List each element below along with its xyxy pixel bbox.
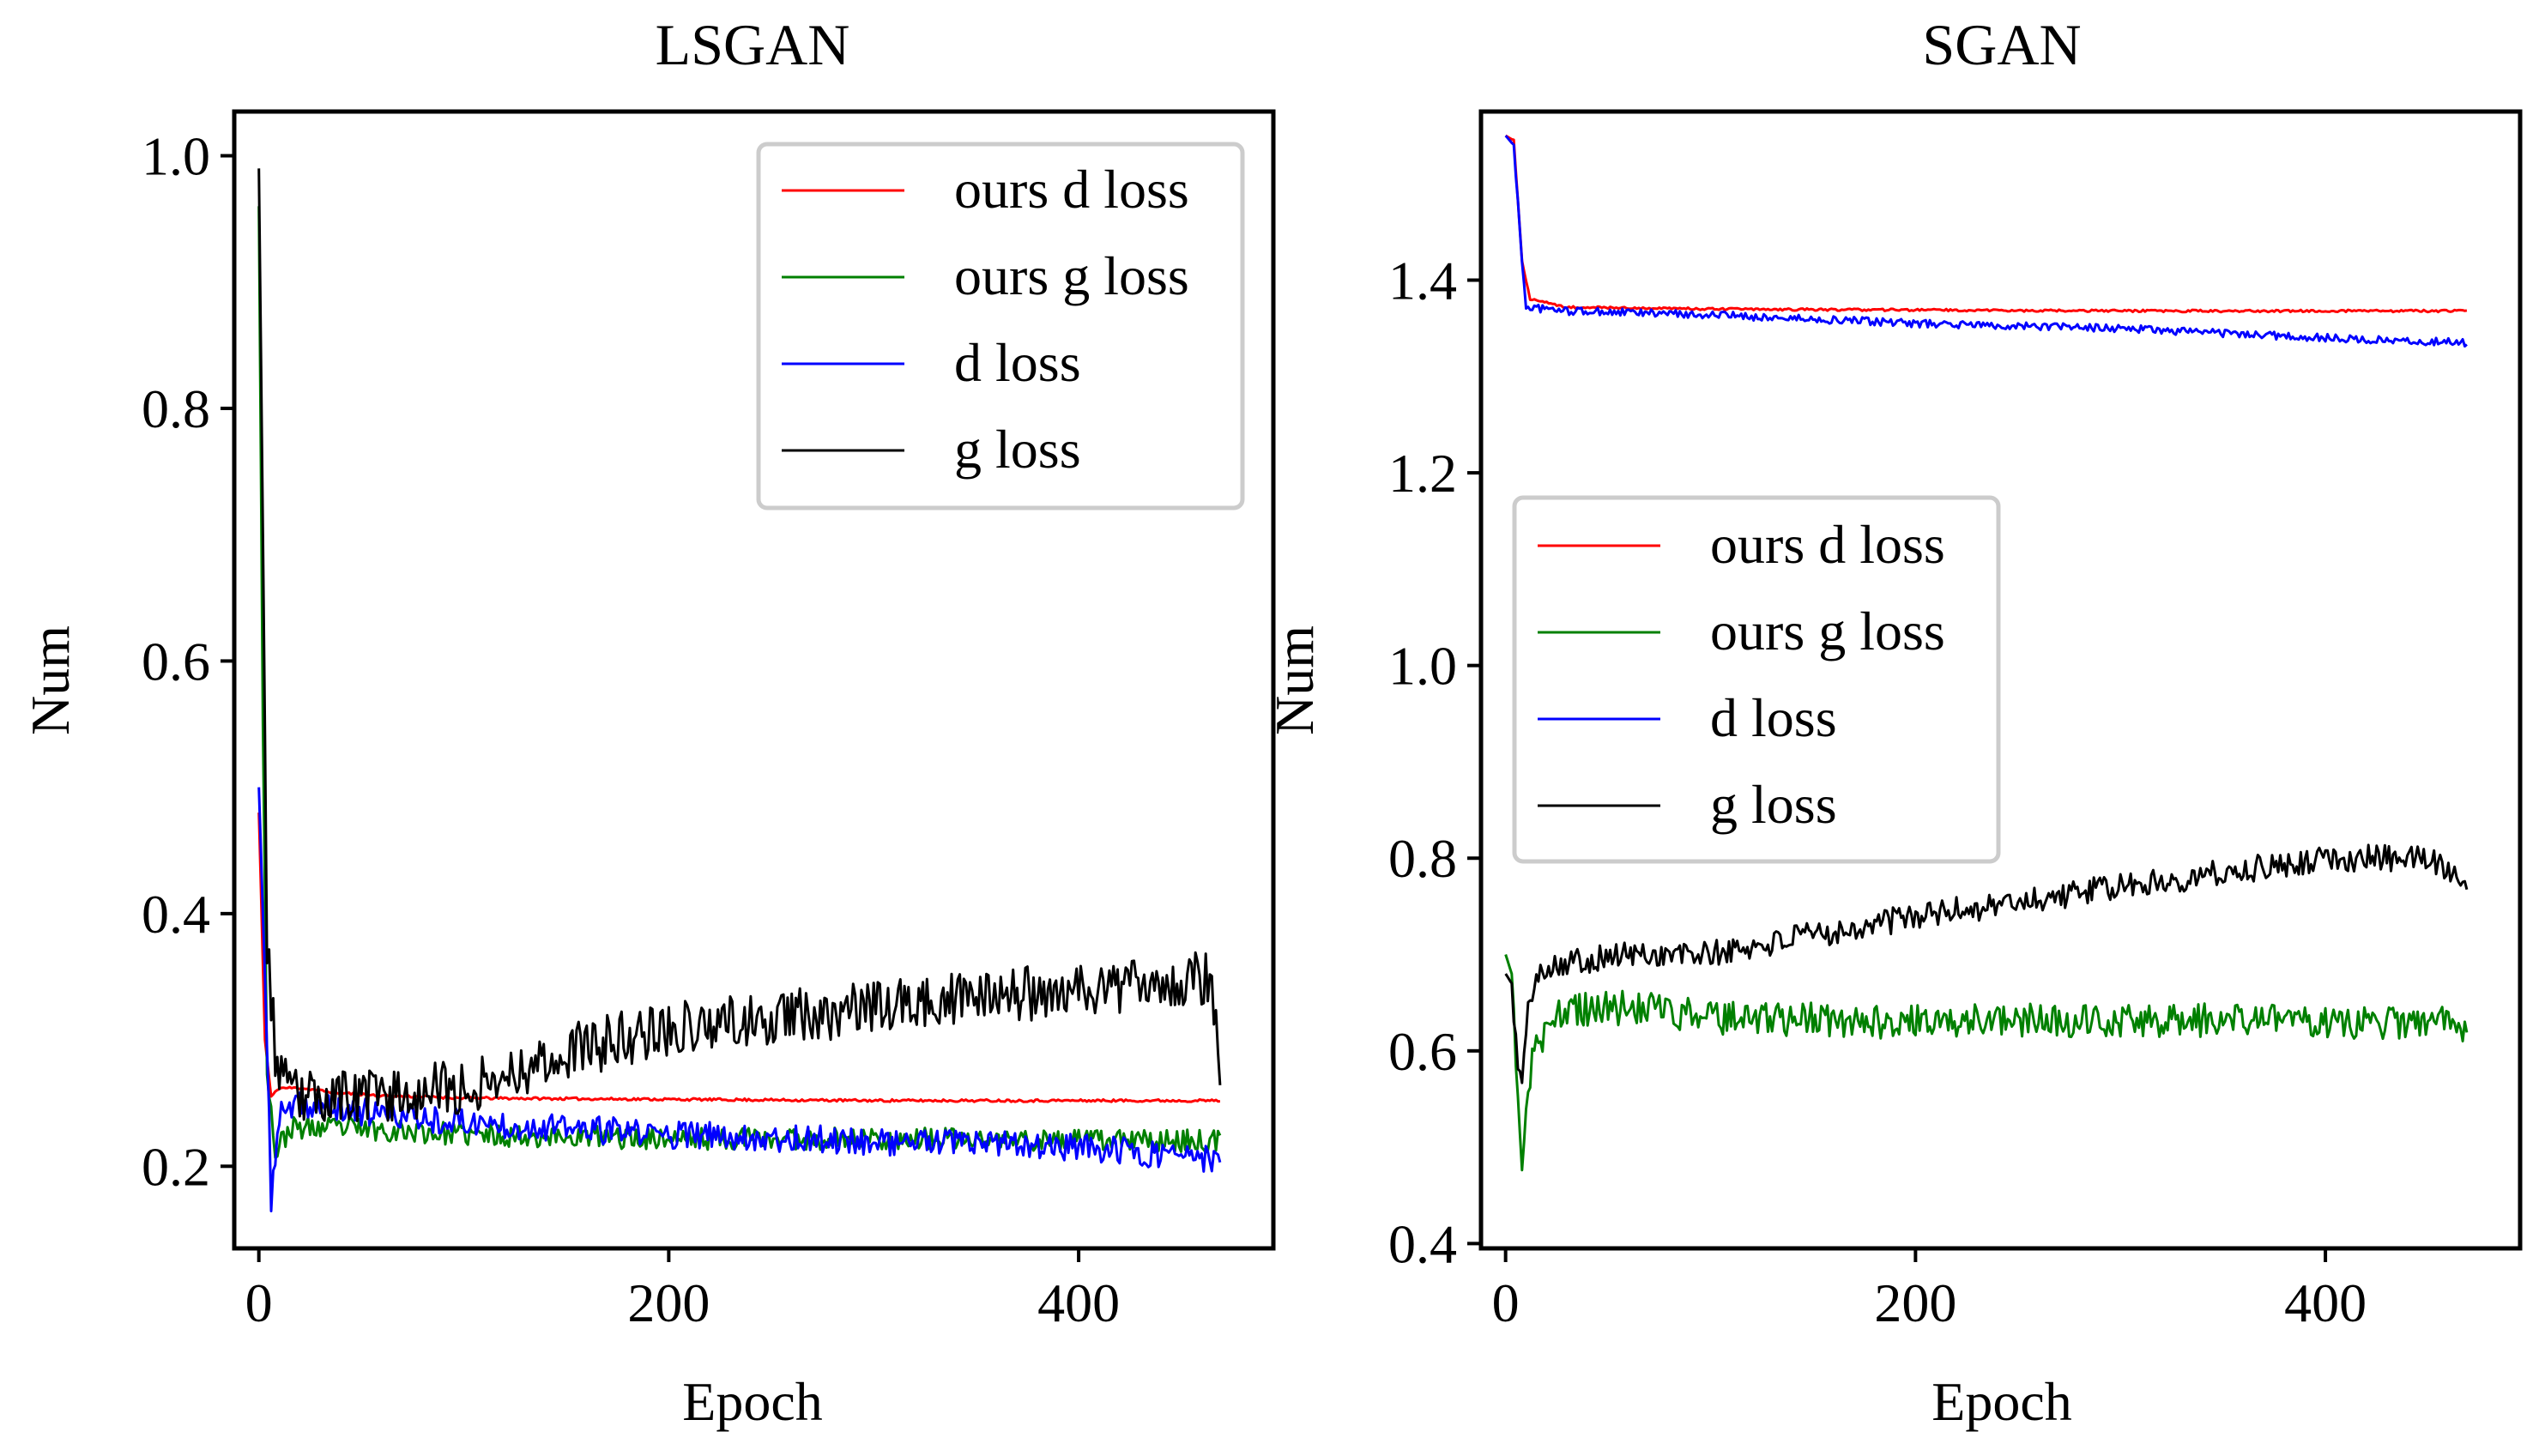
y-axis-ticks: 0.2 0.4 0.6 0.8 1.0 <box>142 126 234 1197</box>
x-axis-ticks: 0 200 400 <box>1492 1248 2367 1333</box>
legend-entry: ours g loss <box>1538 601 1945 662</box>
y-tick-label: 0.6 <box>142 631 210 692</box>
chart-title: LSGAN <box>656 12 850 77</box>
x-tick-label: 0 <box>245 1272 273 1333</box>
y-tick-label: 0.2 <box>142 1136 210 1197</box>
legend: ours d loss ours g loss d loss g loss <box>756 142 1245 511</box>
y-tick-label: 1.0 <box>142 126 210 187</box>
legend-entry: ours g loss <box>782 245 1189 306</box>
legend-entry: d loss <box>782 332 1081 393</box>
legend-box <box>756 142 1245 511</box>
series-lines <box>1504 134 2469 1172</box>
y-axis-ticks: 0.4 0.6 0.8 1.0 1.2 1.4 <box>1388 251 1481 1274</box>
series-line <box>1504 954 2469 1172</box>
y-tick-label: 0.8 <box>142 378 210 439</box>
legend-label: d loss <box>1710 687 1837 748</box>
legend-entry: ours d loss <box>782 159 1189 220</box>
chart-lsgan: LSGAN 0 200 400 0.20.40.60.81.0 Epoch Num … <box>20 12 1276 1432</box>
chart-sgan: SGAN 0 200 400 0.4 0.6 0.8 1.0 1.2 1.4 Epoch Nu… <box>1264 12 2523 1432</box>
legend-label: ours g loss <box>1710 601 1945 662</box>
chart-title: SGAN <box>1922 12 2081 77</box>
y-tick-label: 1.2 <box>1388 443 1457 504</box>
legend: ours d loss ours g loss d loss g loss <box>1512 495 2001 864</box>
y-tick-label: 1.4 <box>1388 251 1457 311</box>
plot-frame <box>1478 109 2523 1251</box>
legend-label: ours d loss <box>1710 514 1945 575</box>
x-tick-label: 0 <box>1492 1272 1520 1333</box>
x-tick-label: 200 <box>1874 1272 1956 1333</box>
series-lines <box>257 168 1222 1212</box>
x-tick-label: 400 <box>2284 1272 2367 1333</box>
legend-entry: ours d loss <box>1538 514 1945 575</box>
series-line <box>1504 843 2469 1084</box>
legend-entry: g loss <box>782 419 1081 480</box>
legend-box <box>1512 495 2001 864</box>
x-axis-ticks: 0 200 400 <box>245 1248 1120 1333</box>
plot-frame <box>232 109 1276 1251</box>
legend-entry: d loss <box>1538 687 1837 748</box>
x-axis-label: Epoch <box>682 1371 823 1432</box>
x-tick-label: 400 <box>1037 1272 1120 1333</box>
series-line <box>257 168 1222 1122</box>
legend-label: g loss <box>954 419 1081 480</box>
y-tick-label: 0.4 <box>142 884 210 945</box>
legend-label: ours d loss <box>954 159 1189 220</box>
series-line <box>257 787 1222 1212</box>
legend-label: g loss <box>1710 774 1837 835</box>
y-tick-label: 0.6 <box>1388 1021 1457 1082</box>
legend-entry: g loss <box>1538 774 1837 835</box>
y-axis-label: Num <box>20 625 81 735</box>
legend-label: d loss <box>954 332 1081 393</box>
y-axis-label: Num <box>1264 625 1325 735</box>
y-tick-label: 0.8 <box>1388 828 1457 889</box>
series-line <box>1504 135 2468 348</box>
legend-label: ours g loss <box>954 245 1189 306</box>
y-tick-label: 0.4 <box>1388 1213 1457 1274</box>
y-tick-label: 1.0 <box>1388 636 1457 697</box>
x-tick-label: 200 <box>627 1272 710 1333</box>
x-axis-label: Epoch <box>1931 1371 2072 1432</box>
series-line <box>1504 134 2468 314</box>
